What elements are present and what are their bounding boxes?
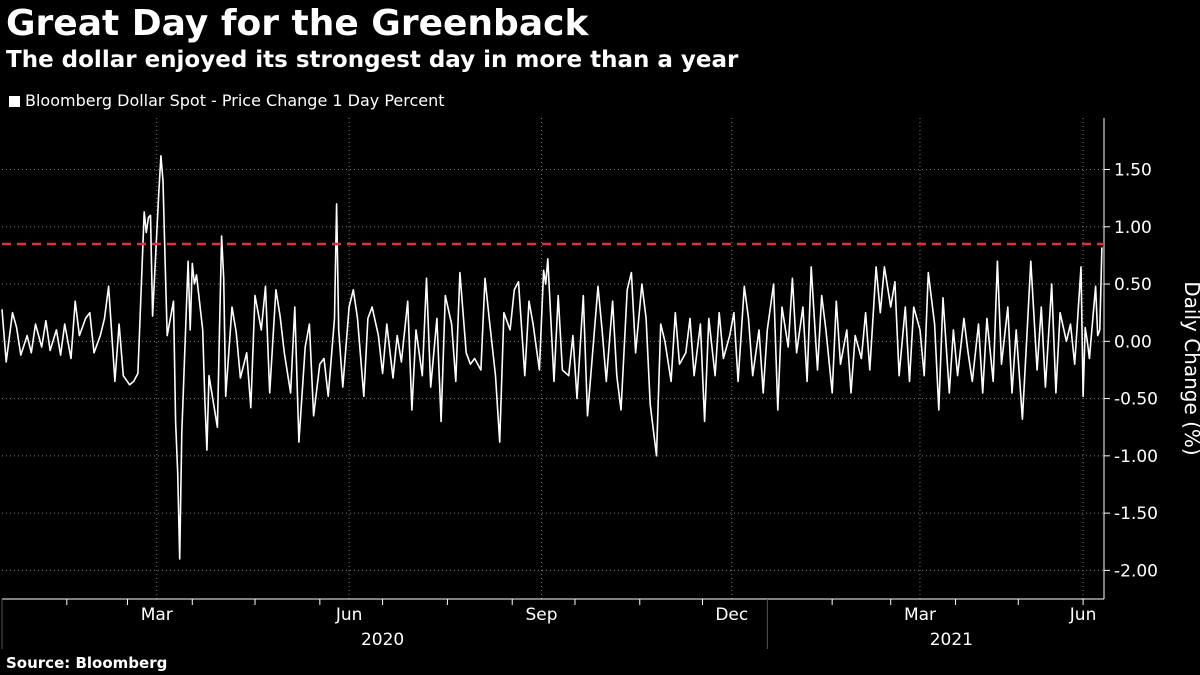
x-tick-label: Sep — [525, 605, 557, 625]
chart-subtitle: The dollar enjoyed its strongest day in … — [6, 47, 739, 73]
source-note: Source: Bloomberg — [6, 654, 168, 672]
y-tick-label: -0.50 — [1114, 390, 1158, 410]
x-tick-label: Jun — [335, 605, 363, 625]
year-label: 2021 — [930, 630, 973, 650]
year-label: 2020 — [361, 630, 404, 650]
y-tick-label: 0.00 — [1114, 332, 1152, 352]
y-tick-label: 1.50 — [1114, 161, 1152, 181]
y-axis-title: Daily Change (%) — [1180, 281, 1200, 456]
y-tick-label: -1.50 — [1114, 504, 1158, 524]
series-line — [1, 155, 1103, 560]
y-tick-label: -1.00 — [1114, 447, 1158, 467]
chart-title: Great Day for the Greenback — [6, 3, 589, 44]
y-tick-label: -2.00 — [1114, 561, 1158, 581]
legend-label: Bloomberg Dollar Spot - Price Change 1 D… — [25, 91, 445, 110]
x-tick-label: Mar — [141, 605, 173, 625]
x-tick-label: Dec — [715, 605, 748, 625]
legend: Bloomberg Dollar Spot - Price Change 1 D… — [9, 90, 445, 112]
x-tick-label: Jun — [1069, 605, 1097, 625]
legend-swatch — [9, 95, 20, 107]
y-tick-label: 1.00 — [1114, 218, 1152, 238]
x-tick-label: Mar — [904, 605, 936, 625]
y-tick-label: 0.50 — [1114, 275, 1152, 295]
